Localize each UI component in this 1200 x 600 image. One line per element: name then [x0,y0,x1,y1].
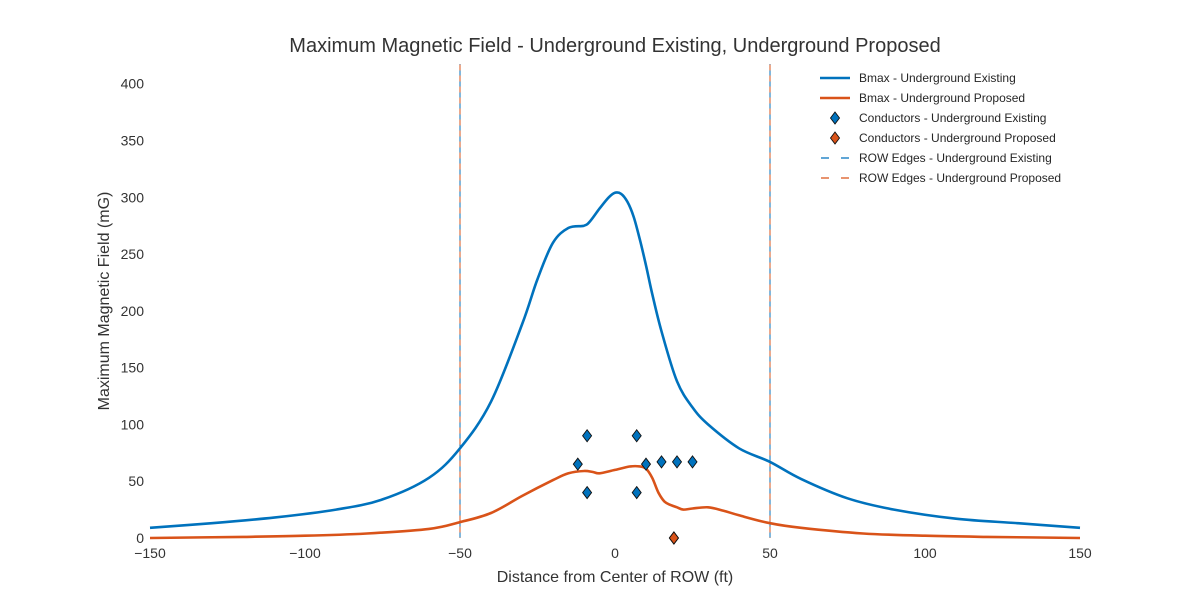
conductor-existing-marker [671,455,683,469]
y-axis-label: Maximum Magnetic Field (mG) [96,192,113,411]
conductor-existing-marker [656,455,667,469]
legend-label: ROW Edges - Underground Existing [859,151,1052,165]
bmax-existing-line [149,191,1081,530]
conductor-existing-marker [640,457,652,471]
legend-label: Bmax - Underground Proposed [859,91,1025,105]
conductor-existing-marker [582,485,593,500]
x-axis-ticks: −150 −100 −50 0 50 100 150 [134,545,1092,561]
y-tick-label: 150 [121,360,145,376]
legend: Bmax - Underground Existing Bmax - Underg… [820,71,1061,185]
y-tick-label: 350 [121,133,145,149]
conductor-existing-marker [687,455,698,469]
legend-label: Conductors - Underground Existing [859,111,1046,125]
y-tick-label: 250 [121,246,145,262]
legend-marker-swatch [829,131,841,145]
y-tick-label: 400 [121,76,145,92]
legend-marker-swatch [829,111,841,125]
legend-label: Bmax - Underground Existing [859,71,1016,85]
y-tick-label: 300 [121,189,145,205]
legend-label: ROW Edges - Underground Proposed [859,171,1061,185]
conductor-existing-marker [572,457,583,471]
x-axis-label: Distance from Center of ROW (ft) [497,569,734,586]
conductor-existing-marker [582,429,593,443]
x-tick-label: 50 [762,545,778,561]
plot-area [149,64,1081,545]
chart-title: Maximum Magnetic Field - Underground Exi… [289,35,940,57]
legend-label: Conductors - Underground Proposed [859,131,1056,145]
bmax-proposed-line [149,464,1081,540]
x-tick-label: −100 [289,545,321,561]
y-tick-label: 0 [136,530,144,546]
x-tick-label: 150 [1068,545,1092,561]
y-tick-label: 100 [121,416,145,432]
y-tick-label: 200 [121,303,145,319]
x-tick-label: 0 [611,545,619,561]
y-tick-label: 50 [128,473,144,489]
conductor-existing-marker [631,485,642,500]
x-tick-label: −150 [134,545,166,561]
x-tick-label: −50 [448,545,472,561]
x-tick-label: 100 [913,545,937,561]
conductor-proposed-marker [668,531,679,545]
conductor-existing-marker [631,429,642,443]
y-axis-ticks: 0 50 100 150 200 250 300 350 400 [121,76,145,546]
